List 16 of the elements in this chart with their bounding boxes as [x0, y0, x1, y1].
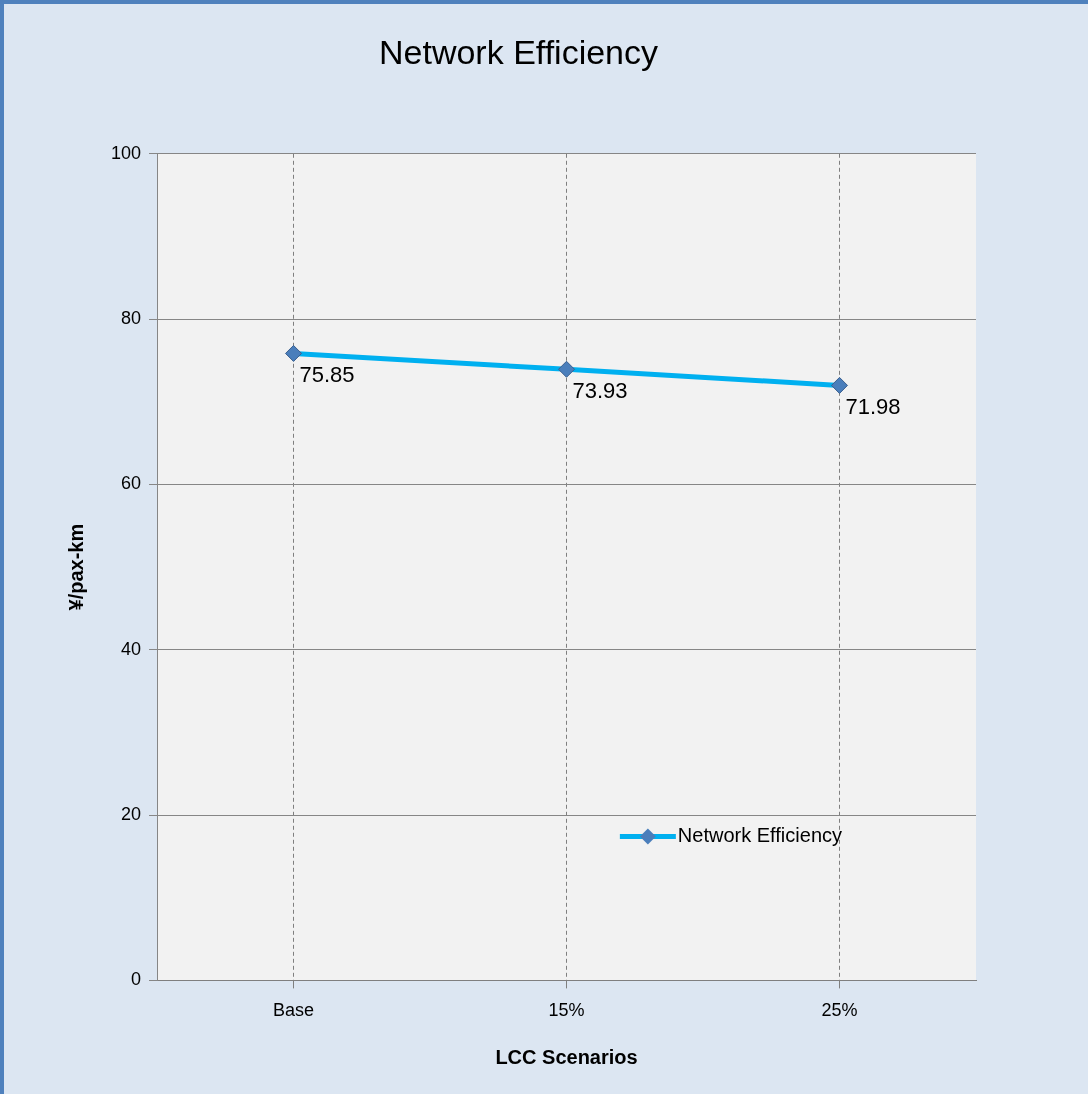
data-label: 75.85	[299, 362, 355, 388]
y-axis-title: ¥/pax-km	[64, 523, 87, 611]
y-tick-label: 60	[121, 473, 142, 494]
x-tick-label: 15%	[548, 1000, 585, 1021]
y-tick-label: 40	[121, 638, 142, 659]
y-tick-label: 100	[110, 142, 142, 163]
y-tick-label: 20	[121, 804, 142, 825]
chart-title: Network Efficiency	[378, 32, 659, 71]
x-axis-title: LCC Scenarios	[495, 1045, 638, 1068]
legend-label: Network Efficiency	[677, 823, 843, 846]
y-tick-label: 80	[121, 308, 142, 329]
data-label: 71.98	[845, 394, 901, 420]
y-tick-label: 0	[131, 969, 142, 990]
x-tick-label: 25%	[821, 1000, 858, 1021]
x-tick-label: Base	[273, 1000, 315, 1021]
data-label: 73.93	[572, 378, 628, 404]
